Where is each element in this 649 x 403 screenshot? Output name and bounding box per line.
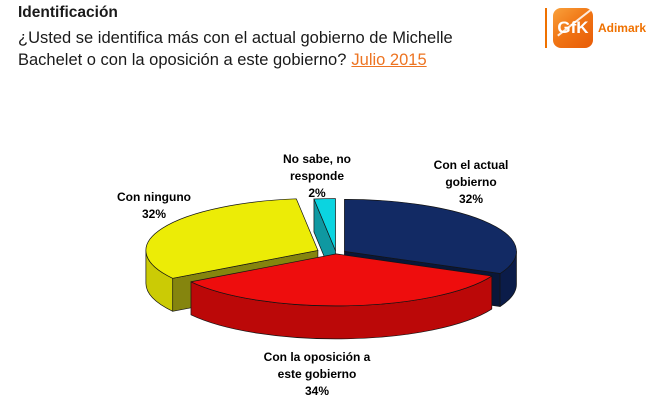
slice-percent: 34% <box>304 384 330 398</box>
pie-slice-2-top <box>145 198 319 279</box>
pie-slice-1-top <box>190 253 493 307</box>
slice-label-line: No sabe, no <box>282 152 351 166</box>
slice-label-con-la-oposicion: Con la oposición a este gobierno 34% <box>234 349 400 400</box>
slice-percent: 32% <box>141 207 167 221</box>
slice-label-line: Con ninguno <box>117 190 191 204</box>
slice-label-no-sabe-no-responde: No sabe, no responde 2% <box>252 151 382 202</box>
gfk-logo-icon: GfK <box>552 8 593 48</box>
slice-label-con-el-actual-gobierno: Con el actual gobierno 32% <box>406 157 536 208</box>
page-title: Identificación <box>18 4 118 21</box>
adimark-logo-text: Adimark <box>597 21 646 35</box>
slice-label-line: Con el actual <box>433 158 509 172</box>
slice-percent: 32% <box>458 192 484 206</box>
gfk-adimark-logo: GfK Adimark <box>544 8 646 48</box>
question-line-1: ¿Usted se identifica más con el actual g… <box>18 29 453 47</box>
slice-label-line: este gobierno <box>277 367 357 381</box>
slice-label-con-ninguno: Con ninguno 32% <box>89 189 219 223</box>
survey-question: ¿Usted se identifica más con el actual g… <box>18 27 453 71</box>
pie-slice-3-top <box>313 198 336 251</box>
logo-accent-bar <box>544 8 547 48</box>
slice-label-line: responde <box>289 169 344 183</box>
header: Identificación ¿Usted se identifica más … <box>18 4 453 71</box>
slice-percent: 2% <box>308 186 326 200</box>
gfk-logo-text: GfK <box>557 18 589 37</box>
slice-label-line: Con la oposición a <box>263 350 371 364</box>
slice-label-line: gobierno <box>445 175 497 189</box>
pie-slice-0-top <box>344 199 517 274</box>
date-link[interactable]: Julio 2015 <box>351 51 427 69</box>
question-line-2: Bachelet o con la oposición a este gobie… <box>18 51 347 69</box>
